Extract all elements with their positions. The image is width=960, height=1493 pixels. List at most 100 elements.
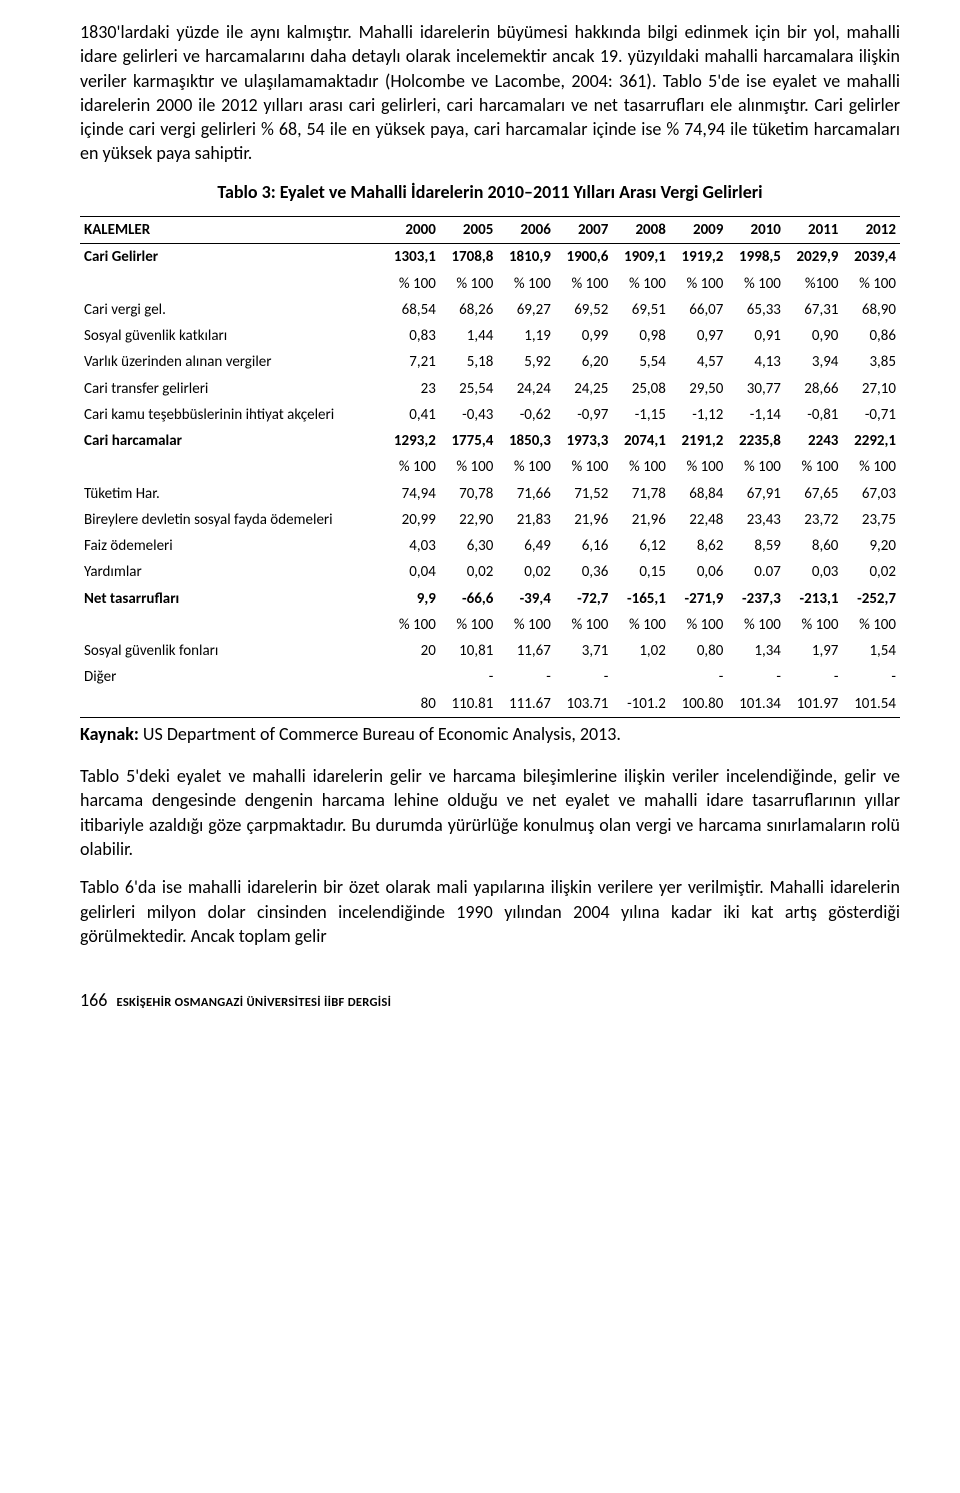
cell-value: -39,4	[497, 586, 555, 612]
cell-value: 1900,6	[555, 244, 613, 271]
cell-value: 0.07	[727, 559, 785, 585]
table-source: Kaynak: US Department of Commerce Bureau…	[80, 722, 900, 746]
cell-value: 8,60	[785, 533, 843, 559]
table-row: Tüketim Har.74,9470,7871,6671,5271,7868,…	[80, 481, 900, 507]
cell-value: -	[555, 664, 613, 690]
cell-value: 1810,9	[497, 244, 555, 271]
cell-value: 8,59	[727, 533, 785, 559]
cell-value: 20	[382, 638, 440, 664]
row-label: Net tasarrufları	[80, 586, 382, 612]
cell-value: 5,18	[440, 349, 498, 375]
cell-value: -	[440, 664, 498, 690]
cell-value: 101.54	[842, 691, 900, 718]
cell-value: 30,77	[727, 376, 785, 402]
cell-value: 1998,5	[727, 244, 785, 271]
cell-value: 9,20	[842, 533, 900, 559]
cell-value: -	[727, 664, 785, 690]
row-label: Bireylere devletin sosyal fayda ödemeler…	[80, 507, 382, 533]
cell-value: % 100	[497, 271, 555, 297]
cell-value: 2235,8	[727, 428, 785, 454]
cell-value: 1708,8	[440, 244, 498, 271]
cell-value: 0,98	[612, 323, 670, 349]
cell-value: -101.2	[612, 691, 670, 718]
table-title: Tablo 3: Eyalet ve Mahalli İdarelerin 20…	[80, 180, 900, 204]
cell-value: 110.81	[440, 691, 498, 718]
cell-value: 25,54	[440, 376, 498, 402]
body-paragraph-1: 1830'lardaki yüzde ile aynı kalmıştır. M…	[80, 20, 900, 166]
row-label	[80, 454, 382, 480]
row-label: Cari kamu teşebbüslerinin ihtiyat akçele…	[80, 402, 382, 428]
cell-value: % 100	[727, 271, 785, 297]
cell-value: -72,7	[555, 586, 613, 612]
cell-value: 1303,1	[382, 244, 440, 271]
cell-value: % 100	[440, 454, 498, 480]
cell-value: 1,34	[727, 638, 785, 664]
row-label: Yardımlar	[80, 559, 382, 585]
col-year: 2005	[440, 217, 498, 244]
cell-value	[382, 664, 440, 690]
cell-value: % 100	[382, 271, 440, 297]
cell-value: % 100	[382, 454, 440, 480]
cell-value: 22,48	[670, 507, 728, 533]
cell-value: 66,07	[670, 297, 728, 323]
cell-value: %100	[785, 271, 843, 297]
cell-value: -66,6	[440, 586, 498, 612]
cell-value: 2243	[785, 428, 843, 454]
cell-value: 6,16	[555, 533, 613, 559]
cell-value: -1,15	[612, 402, 670, 428]
cell-value: 3,85	[842, 349, 900, 375]
table-row: Diğer-------	[80, 664, 900, 690]
cell-value: 0,41	[382, 402, 440, 428]
table-row: % 100% 100% 100% 100% 100% 100% 100% 100…	[80, 454, 900, 480]
cell-value: % 100	[555, 454, 613, 480]
cell-value: % 100	[727, 454, 785, 480]
cell-value: 0,15	[612, 559, 670, 585]
cell-value: -252,7	[842, 586, 900, 612]
col-year: 2011	[785, 217, 843, 244]
cell-value: 5,92	[497, 349, 555, 375]
table-body: Cari Gelirler1303,11708,81810,91900,6190…	[80, 244, 900, 718]
cell-value: 4,13	[727, 349, 785, 375]
cell-value: 25,08	[612, 376, 670, 402]
cell-value	[612, 664, 670, 690]
cell-value: 7,21	[382, 349, 440, 375]
cell-value: 67,65	[785, 481, 843, 507]
cell-value: 1,54	[842, 638, 900, 664]
cell-value: % 100	[440, 612, 498, 638]
table-header-row: KALEMLER20002005200620072008200920102011…	[80, 217, 900, 244]
col-year: 2007	[555, 217, 613, 244]
table-row: Cari harcamalar1293,21775,41850,31973,32…	[80, 428, 900, 454]
cell-value: 2029,9	[785, 244, 843, 271]
row-label: Sosyal güvenlik fonları	[80, 638, 382, 664]
cell-value: % 100	[670, 612, 728, 638]
cell-value: 21,96	[612, 507, 670, 533]
cell-value: % 100	[612, 612, 670, 638]
cell-value: -1,12	[670, 402, 728, 428]
cell-value: -	[497, 664, 555, 690]
row-label: Cari vergi gel.	[80, 297, 382, 323]
cell-value: 0,99	[555, 323, 613, 349]
row-label: Diğer	[80, 664, 382, 690]
table-row: Cari transfer gelirleri2325,5424,2424,25…	[80, 376, 900, 402]
table-row: Yardımlar0,040,020,020,360,150,060.070,0…	[80, 559, 900, 585]
cell-value: % 100	[555, 612, 613, 638]
table-row: Sosyal güvenlik katkıları0,831,441,190,9…	[80, 323, 900, 349]
cell-value: 6,49	[497, 533, 555, 559]
cell-value: % 100	[612, 454, 670, 480]
row-label: Cari Gelirler	[80, 244, 382, 271]
cell-value: 21,96	[555, 507, 613, 533]
cell-value: 101.97	[785, 691, 843, 718]
cell-value: 28,66	[785, 376, 843, 402]
cell-value: 67,91	[727, 481, 785, 507]
cell-value: % 100	[670, 454, 728, 480]
cell-value: 65,33	[727, 297, 785, 323]
cell-value: 6,20	[555, 349, 613, 375]
cell-value: 67,31	[785, 297, 843, 323]
cell-value: 100.80	[670, 691, 728, 718]
cell-value: 68,54	[382, 297, 440, 323]
cell-value: 23,75	[842, 507, 900, 533]
cell-value: 24,24	[497, 376, 555, 402]
cell-value: % 100	[382, 612, 440, 638]
cell-value: 1,02	[612, 638, 670, 664]
table-row: Cari kamu teşebbüslerinin ihtiyat akçele…	[80, 402, 900, 428]
